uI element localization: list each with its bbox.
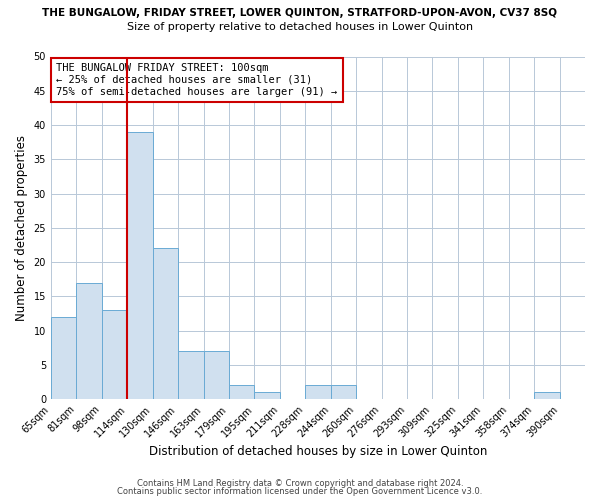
Bar — [152, 248, 178, 399]
Bar — [229, 386, 254, 399]
Bar — [178, 351, 203, 399]
Bar — [331, 386, 356, 399]
Bar — [203, 351, 229, 399]
Text: Contains HM Land Registry data © Crown copyright and database right 2024.: Contains HM Land Registry data © Crown c… — [137, 478, 463, 488]
Y-axis label: Number of detached properties: Number of detached properties — [15, 135, 28, 321]
Text: THE BUNGALOW, FRIDAY STREET, LOWER QUINTON, STRATFORD-UPON-AVON, CV37 8SQ: THE BUNGALOW, FRIDAY STREET, LOWER QUINT… — [43, 8, 557, 18]
Bar — [305, 386, 331, 399]
Text: Size of property relative to detached houses in Lower Quinton: Size of property relative to detached ho… — [127, 22, 473, 32]
Bar — [102, 310, 127, 399]
Text: Contains public sector information licensed under the Open Government Licence v3: Contains public sector information licen… — [118, 487, 482, 496]
Bar — [127, 132, 152, 399]
Bar — [51, 317, 76, 399]
Bar — [534, 392, 560, 399]
Bar — [254, 392, 280, 399]
Bar — [76, 282, 102, 399]
Text: THE BUNGALOW FRIDAY STREET: 100sqm
← 25% of detached houses are smaller (31)
75%: THE BUNGALOW FRIDAY STREET: 100sqm ← 25%… — [56, 64, 338, 96]
X-axis label: Distribution of detached houses by size in Lower Quinton: Distribution of detached houses by size … — [149, 444, 487, 458]
